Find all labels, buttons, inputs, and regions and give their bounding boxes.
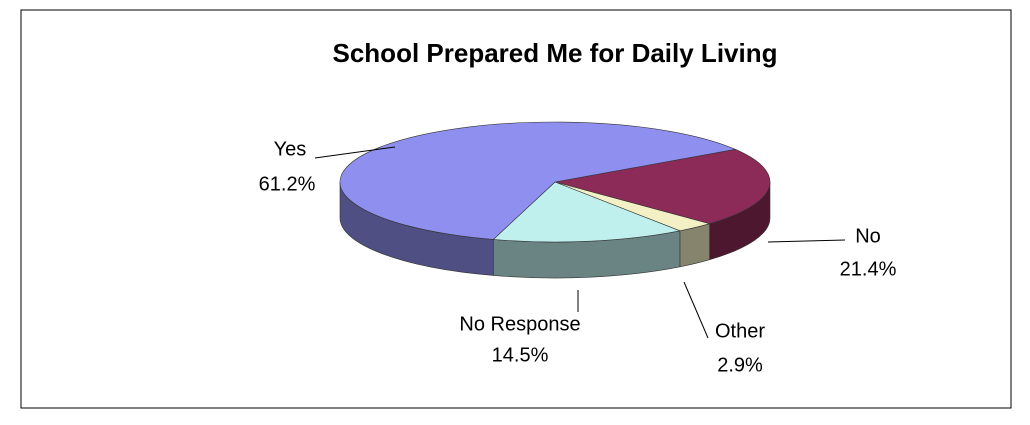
slice-value-label: 21.4% bbox=[840, 258, 897, 280]
slice-label: No bbox=[855, 225, 881, 247]
slice-value-label: 14.5% bbox=[492, 344, 549, 366]
leader-line bbox=[767, 239, 846, 243]
slice bbox=[339, 121, 737, 240]
slice bbox=[554, 149, 771, 225]
slice-value-label: 61.2% bbox=[259, 173, 316, 195]
slice-label: No Response bbox=[459, 313, 580, 335]
leader-line bbox=[683, 281, 709, 339]
slice-label: Yes bbox=[274, 138, 307, 160]
leader-line bbox=[314, 146, 396, 159]
slice-label: Other bbox=[715, 320, 765, 342]
slice-value-label: 2.9% bbox=[717, 354, 763, 376]
chart-title: School Prepared Me for Daily Living bbox=[333, 38, 778, 68]
slice bbox=[492, 181, 681, 243]
